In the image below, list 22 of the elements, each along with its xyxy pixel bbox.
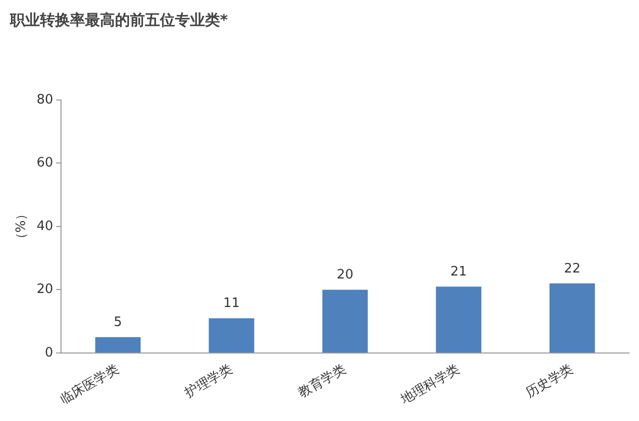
bar	[550, 283, 595, 352]
y-tick-label: 80	[36, 92, 54, 108]
y-axis-title: （%）	[14, 207, 30, 246]
data-label: 21	[450, 264, 467, 280]
data-label: 20	[336, 268, 354, 283]
data-label: 11	[223, 296, 240, 312]
x-tick-label: 教育学类	[296, 361, 349, 402]
data-label: 22	[564, 261, 580, 276]
x-tick-label: 地理科学类	[398, 362, 462, 408]
bar	[208, 318, 254, 352]
y-tick-label: 20	[36, 282, 54, 298]
x-tick-label: 护理学类	[182, 362, 236, 402]
x-tick-label: 历史学类	[523, 362, 576, 402]
bar	[322, 290, 368, 352]
y-tick-label: 40	[36, 218, 54, 234]
x-tick-label: 临床医学类	[58, 362, 122, 408]
y-tick-label: 60	[36, 156, 54, 171]
data-label: 5	[114, 315, 122, 330]
bar	[436, 286, 482, 352]
chart-title: 职业转换率最高的前五位专业类*	[9, 10, 228, 29]
y-tick-label: 0	[44, 345, 54, 360]
bar	[95, 337, 141, 352]
